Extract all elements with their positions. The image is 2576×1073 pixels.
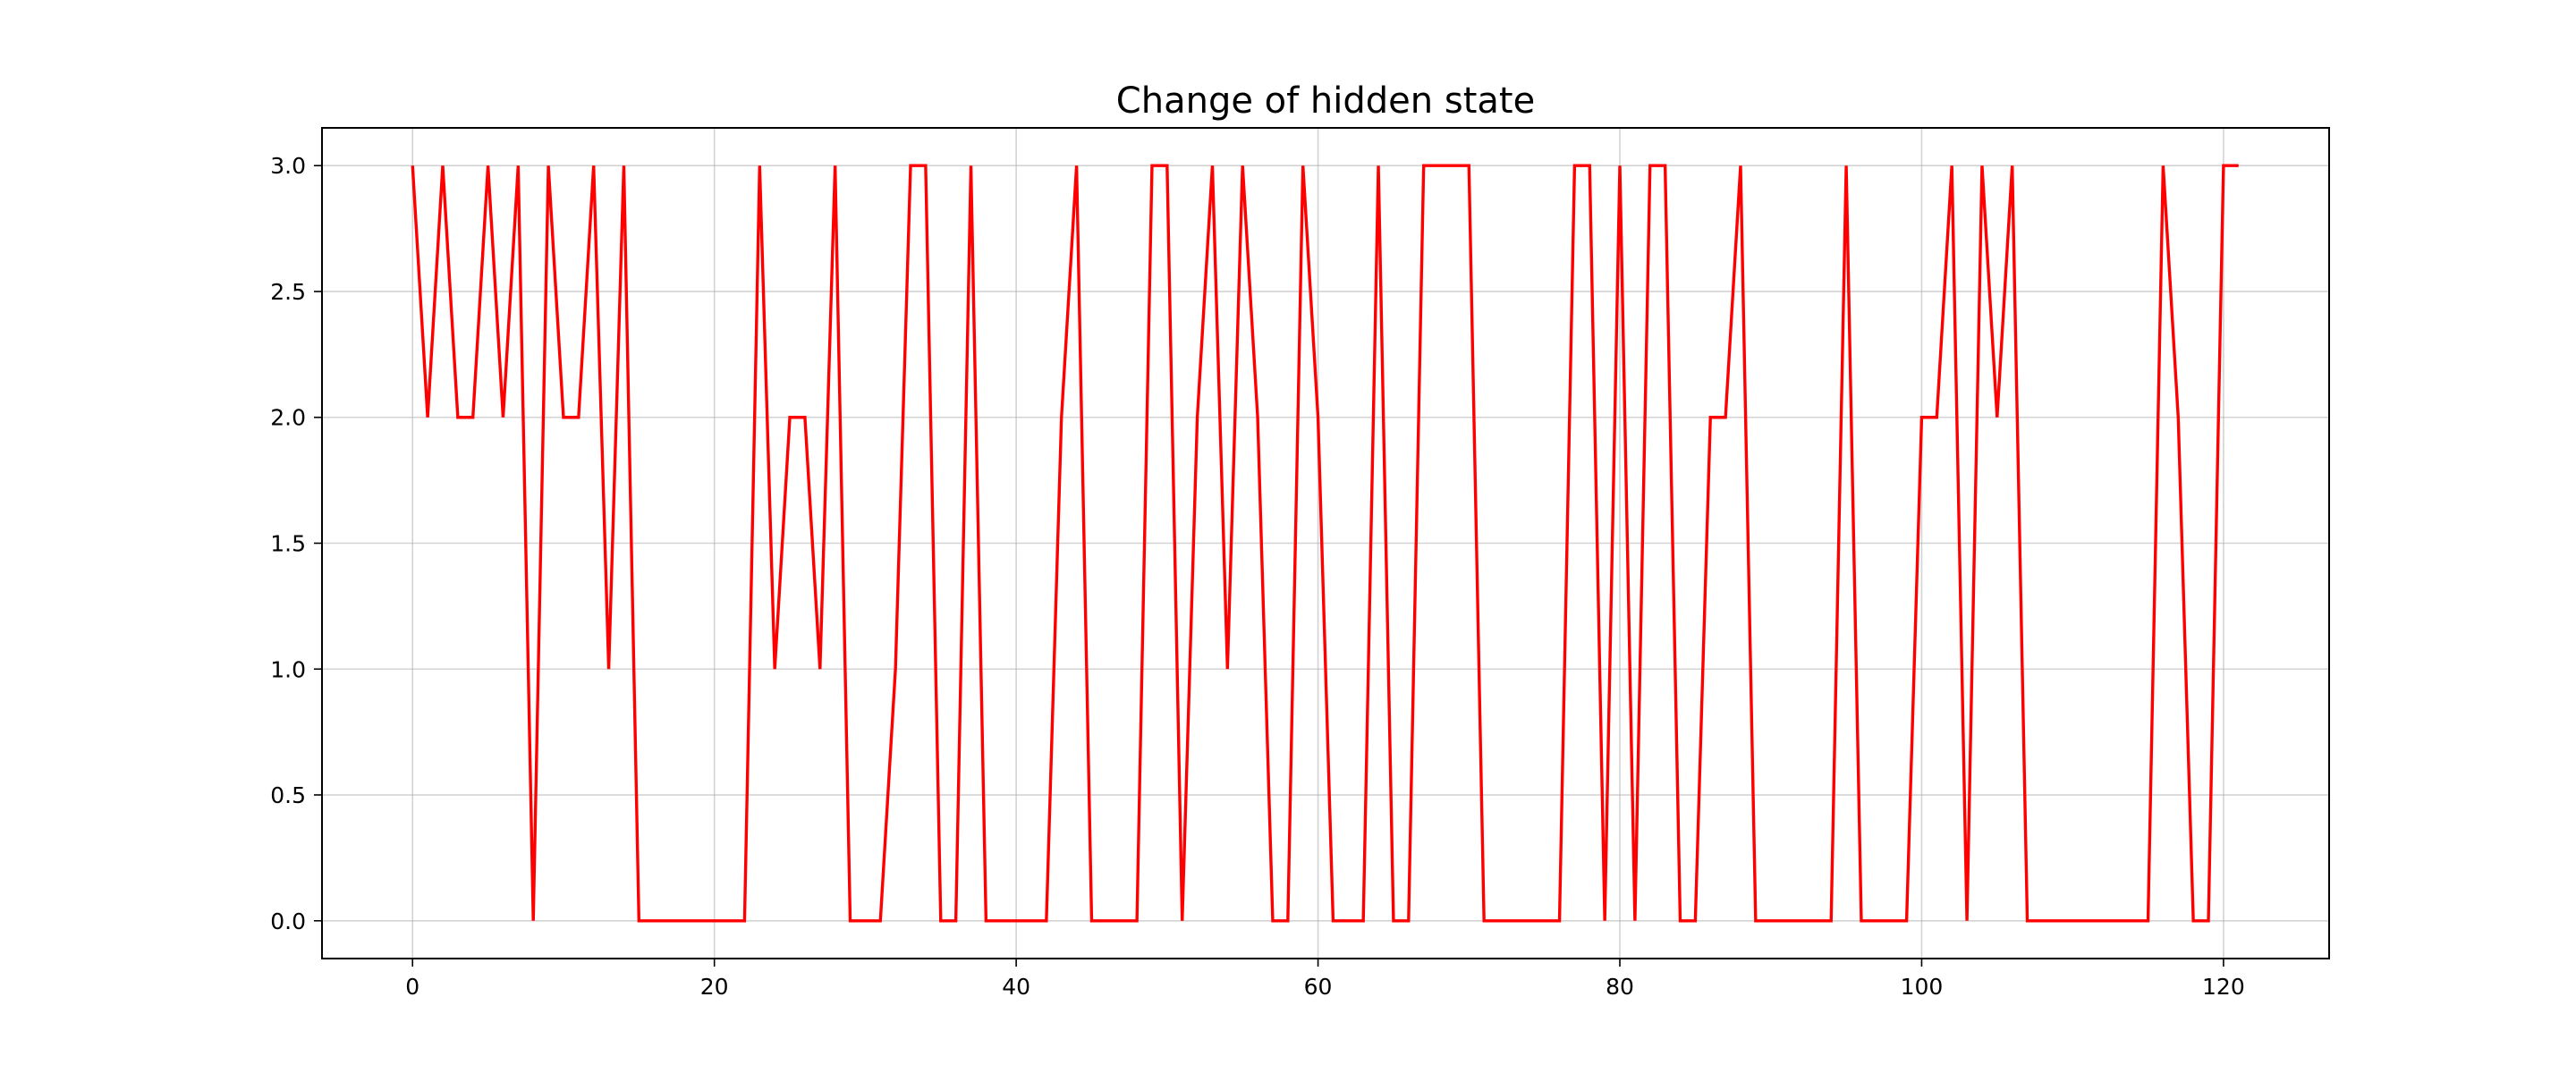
y-tick-label: 0.5 <box>270 782 306 808</box>
series-layer <box>411 164 2239 923</box>
y-axis: 0.0 0.5 1.0 1.5 2.0 2.5 3.0 <box>270 153 322 934</box>
x-tick-label: 20 <box>700 974 729 1000</box>
x-tick-label: 60 <box>1304 974 1333 1000</box>
y-tick-label: 1.0 <box>270 656 306 682</box>
chart-title: Change of hidden state <box>1116 80 1535 122</box>
x-tick-label: 120 <box>2202 974 2245 1000</box>
x-tick-label: 40 <box>1002 974 1030 1000</box>
x-tick-label: 100 <box>1901 974 1944 1000</box>
series-line <box>411 164 2239 923</box>
y-tick-label: 0.0 <box>270 908 306 934</box>
y-tick-label: 2.5 <box>270 279 306 305</box>
x-axis: 0 20 40 60 80 100 120 <box>405 959 2245 1000</box>
y-tick-label: 2.0 <box>270 405 306 431</box>
y-tick-label: 1.5 <box>270 531 306 557</box>
x-tick-label: 0 <box>405 974 419 1000</box>
grid <box>322 128 2329 959</box>
y-tick-label: 3.0 <box>270 153 306 179</box>
x-tick-label: 80 <box>1606 974 1634 1000</box>
